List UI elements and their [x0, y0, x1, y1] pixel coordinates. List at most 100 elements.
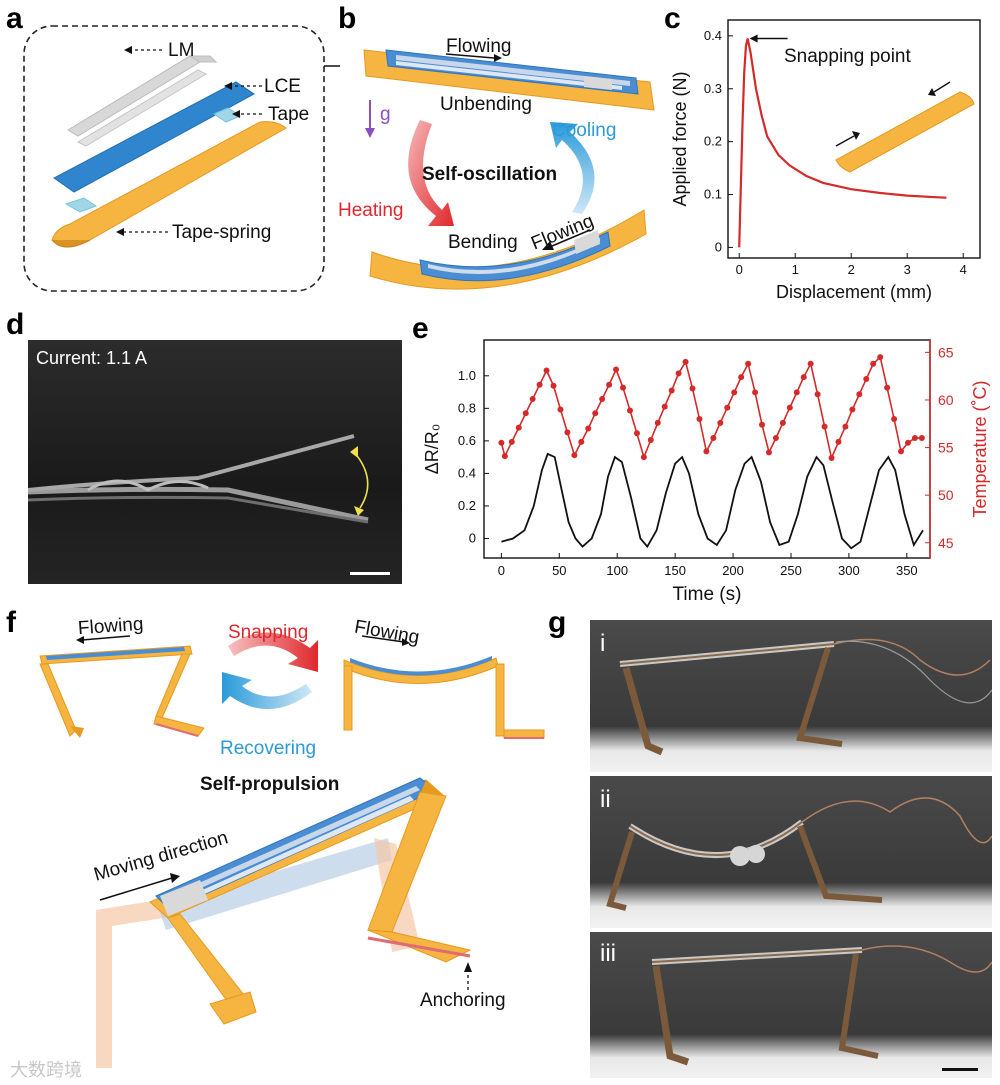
flowing-left-arrow	[76, 636, 84, 644]
temperature-point	[557, 406, 564, 413]
temperature-point	[668, 387, 675, 394]
temperature-point	[779, 419, 786, 426]
label-anchoring: Anchoring	[420, 990, 506, 1011]
temperature-point	[543, 367, 550, 374]
panel-a-leader-lines	[124, 49, 262, 233]
photo-g-i: i	[590, 620, 992, 772]
temperature-point	[550, 382, 557, 389]
label-unbending: Unbending	[440, 94, 532, 115]
x-tick-label: 0	[498, 563, 505, 578]
cooling-arrow	[550, 122, 595, 214]
label-cooling: Cooling	[552, 120, 617, 141]
y-tick-label-left: 0.4	[458, 465, 476, 480]
strip-lower-position	[28, 486, 369, 523]
x-tick-label: 3	[904, 262, 911, 277]
temperature-point	[898, 448, 905, 455]
label-tape-spring: Tape-spring	[172, 222, 272, 243]
x-tick-label: 100	[606, 563, 628, 578]
temperature-point	[592, 410, 599, 417]
x-tick-label: 150	[664, 563, 686, 578]
y-tick-label-left: 1.0	[458, 368, 476, 383]
y-tick-label-left: 0.6	[458, 433, 476, 448]
temperature-point	[759, 421, 766, 428]
panel-label-d: d	[6, 308, 25, 341]
label-current: Current: 1.1 A	[36, 348, 148, 368]
heating-arrow	[408, 120, 454, 226]
label-bending: Bending	[448, 232, 518, 253]
temperature-point	[772, 435, 779, 442]
liquid-metal-wire	[87, 479, 209, 492]
label-g-ii: ii	[600, 786, 611, 813]
y-tick-label: 0.3	[704, 81, 722, 96]
y-tick-label-right: 65	[938, 344, 954, 360]
x-tick-label: 4	[960, 262, 967, 277]
temperature-point	[682, 358, 689, 365]
force-curve	[738, 38, 947, 248]
y-axis-label-right: Temperature (˚C)	[970, 380, 990, 517]
temperature-series-line	[500, 355, 922, 461]
inset-arrow-left	[835, 135, 855, 147]
panel-b-diagram	[363, 49, 655, 290]
x-axis-label: Time (s)	[673, 584, 742, 605]
x-tick-label: 250	[780, 563, 802, 578]
temperature-point	[884, 384, 891, 391]
temperature-point	[606, 381, 613, 388]
robot-self-propulsion	[96, 777, 472, 1068]
x-tick-label: 300	[838, 563, 860, 578]
lm-layer	[67, 55, 218, 147]
scale-bar	[350, 572, 390, 575]
label-lm: LM	[168, 40, 195, 61]
temperature-point	[689, 385, 696, 392]
temperature-point	[904, 439, 911, 446]
label-self-propulsion: Self-propulsion	[200, 774, 340, 795]
anchoring-pointer	[464, 962, 472, 972]
panel-label-b: b	[338, 2, 357, 35]
x-tick-label: 50	[552, 563, 566, 578]
panel-a-dashed-frame	[23, 25, 325, 292]
flowing-top-arrow	[494, 54, 502, 62]
temperature-point	[911, 435, 918, 442]
temperature-point	[647, 436, 654, 443]
label-recovering: Recovering	[220, 738, 317, 759]
temperature-point	[821, 423, 828, 430]
temperature-point	[508, 438, 515, 445]
label-lce: LCE	[264, 76, 301, 97]
chart-c-force-displacement: 0 1 2 3 4 0 0.1 0.2 0.3 0.4 Displacement (mm) Appli…	[670, 19, 981, 302]
flowing-right-arrow	[402, 638, 410, 646]
label-flowing-left: Flowing	[77, 613, 145, 640]
temperature-point	[501, 453, 508, 460]
temperature-point	[800, 374, 807, 381]
temperature-point	[571, 452, 578, 459]
strip-upper-position	[28, 434, 355, 492]
panel-label-c: c	[664, 2, 681, 35]
y-tick-label-left: 0.2	[458, 498, 476, 513]
temperature-point	[564, 429, 571, 436]
temperature-point	[613, 366, 620, 373]
panel-label-f: f	[6, 606, 16, 639]
panel-label-e: e	[412, 312, 429, 345]
temperature-point	[675, 370, 682, 377]
y-axis-label-left: ΔR/R₀	[422, 424, 442, 475]
temperature-point	[717, 419, 724, 426]
panel-a-arrowheads	[116, 46, 240, 236]
flowing-bottom-arrow	[542, 241, 554, 250]
y-tick-label: 0.1	[704, 187, 722, 202]
photo-g-ii: ii	[590, 776, 992, 928]
temperature-point	[620, 384, 627, 391]
temperature-point	[793, 389, 800, 396]
y-tick-label: 0	[715, 239, 722, 254]
temperature-point	[661, 403, 668, 410]
temperature-point	[807, 360, 814, 367]
temperature-point	[863, 376, 870, 383]
temperature-point	[842, 423, 849, 430]
y-tick-label-left: 0	[469, 530, 476, 545]
temperature-point	[585, 425, 592, 432]
snapping-point-arrowhead	[749, 34, 758, 43]
lce-layer	[53, 81, 255, 193]
temperature-point	[877, 354, 884, 361]
x-tick-label: 350	[896, 563, 918, 578]
temperature-point	[703, 448, 710, 455]
moving-direction-arrow	[170, 873, 180, 883]
temperature-point	[786, 404, 793, 411]
temperature-point	[640, 454, 647, 461]
